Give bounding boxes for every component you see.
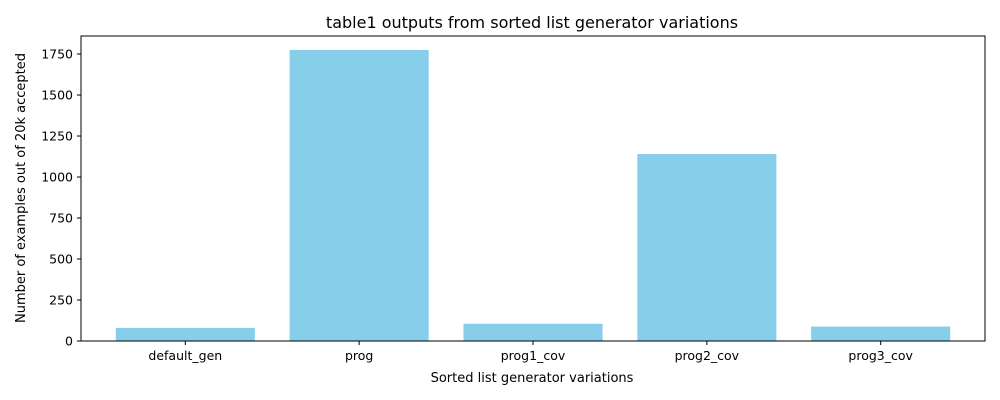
- x-axis: default_gen prog prog1_cov prog2_cov prog3_c…: [148, 341, 914, 363]
- bars-group: [115, 49, 951, 341]
- bar-default_gen: [115, 327, 255, 341]
- x-axis-label: Sorted list generator variations: [431, 371, 634, 386]
- y-tick-label: 1250: [41, 129, 73, 144]
- bar-prog1_cov: [463, 323, 603, 341]
- y-tick-label: 500: [49, 252, 73, 267]
- y-tick-label: 1750: [41, 47, 73, 62]
- y-axis-label: Number of examples out of 20k accepted: [14, 53, 29, 323]
- y-axis: 0 250 500 750 1000 1250 1500 1750: [41, 47, 81, 349]
- y-tick-label: 250: [49, 293, 73, 308]
- plot-frame: [80, 35, 986, 342]
- y-tick-label: 0: [65, 334, 73, 349]
- y-tick-label: 750: [49, 211, 73, 226]
- bar-prog3_cov: [811, 326, 951, 341]
- x-tick-label: default_gen: [148, 348, 222, 363]
- bar-prog: [289, 49, 429, 341]
- bar-prog2_cov: [637, 154, 777, 341]
- x-tick-label: prog1_cov: [501, 348, 566, 363]
- x-tick-label: prog: [345, 348, 373, 363]
- y-tick-label: 1500: [41, 88, 73, 103]
- chart-title: table1 outputs from sorted list generato…: [326, 13, 738, 32]
- y-tick-label: 1000: [41, 170, 73, 185]
- x-tick-label: prog2_cov: [675, 348, 740, 363]
- x-tick-label: prog3_cov: [848, 348, 913, 363]
